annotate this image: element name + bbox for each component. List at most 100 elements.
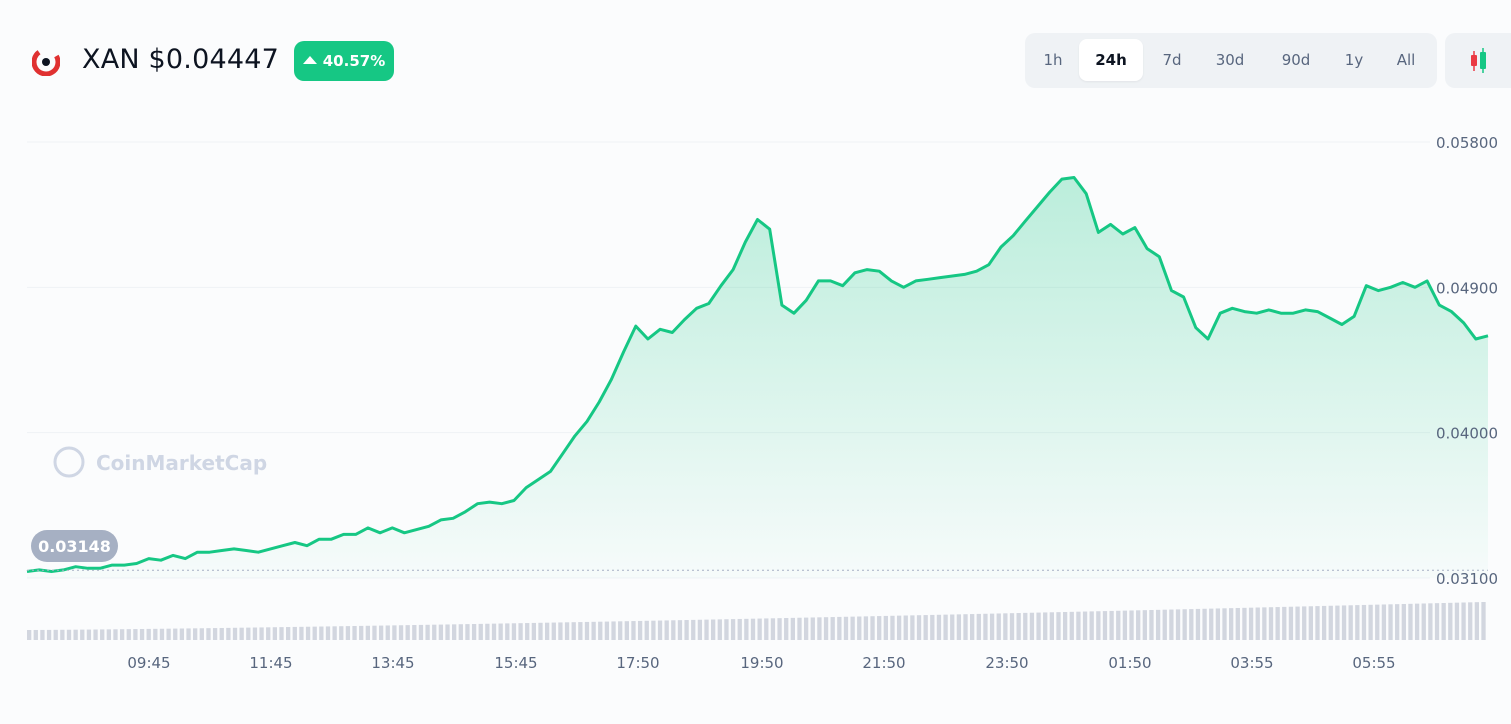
volume-bar: [139, 628, 145, 640]
volume-bar: [883, 615, 888, 640]
volume-bar: [1275, 607, 1280, 640]
volume-bar: [797, 617, 802, 640]
volume-bar: [119, 629, 125, 640]
volume-bar: [764, 618, 769, 640]
x-tick-label: 17:50: [616, 654, 659, 672]
volume-bar: [877, 616, 882, 640]
volume-bar: [790, 617, 796, 640]
volume-bar: [863, 616, 869, 640]
volume-bar: [1388, 604, 1393, 640]
volume-bar: [697, 619, 703, 640]
volume-bar: [691, 619, 696, 640]
volume-bar: [551, 622, 556, 640]
volume-bar: [471, 623, 477, 640]
volume-bar: [1348, 605, 1353, 640]
volume-bar: [578, 622, 583, 640]
volume-bar: [166, 628, 171, 640]
volume-bar: [1195, 608, 1201, 640]
volume-bar: [339, 626, 344, 640]
range-90d-button[interactable]: 90d: [1281, 51, 1311, 69]
x-tick-label: 21:50: [862, 654, 905, 672]
volume-bar: [717, 619, 722, 640]
volume-bar: [378, 625, 384, 640]
volume-bar: [1209, 608, 1214, 640]
volume-bar: [1129, 610, 1134, 640]
volume-bar: [279, 627, 284, 640]
volume-bar: [936, 614, 942, 640]
volume-bar: [1355, 605, 1360, 640]
volume-bar: [312, 626, 317, 640]
up-arrow-icon: [302, 56, 317, 64]
volume-bar: [644, 620, 649, 640]
volume-bar: [33, 629, 38, 640]
volume-bar: [1255, 607, 1260, 640]
volume-bar: [770, 618, 776, 640]
volume-bar: [113, 629, 118, 640]
watermark: CoinMarketCap: [53, 446, 267, 478]
price-line: [26, 176, 1489, 573]
volume-bar: [1109, 610, 1114, 640]
volume-bar: [239, 627, 244, 640]
range-24h-button[interactable]: 24h: [1079, 39, 1143, 81]
volume-bar: [1308, 606, 1313, 640]
volume-bar: [923, 615, 928, 640]
volume-bar: [857, 616, 862, 640]
volume-bar: [133, 629, 138, 640]
volume-bar: [976, 613, 981, 640]
volume-bar: [1295, 606, 1300, 640]
volume-bar: [970, 614, 975, 640]
volume-bar: [325, 626, 331, 640]
volume-bar: [438, 624, 444, 640]
volume-bar: [465, 624, 470, 640]
volume-bar: [1116, 610, 1121, 640]
volume-bar: [591, 621, 596, 640]
volume-bar: [1288, 606, 1294, 640]
volume-bar: [1082, 611, 1088, 640]
volume-bar: [398, 625, 404, 640]
volume-bar: [418, 624, 424, 640]
volume-bar: [452, 624, 457, 640]
volume-bar: [1461, 602, 1466, 640]
volume-bar: [1381, 604, 1387, 640]
x-tick-label: 09:45: [127, 654, 170, 672]
volume-bar: [657, 620, 663, 640]
volume-bar: [837, 616, 842, 640]
volume-bar: [491, 623, 497, 640]
volume-bar: [518, 623, 523, 640]
volume-bar: [153, 628, 158, 640]
volume-bar: [305, 626, 311, 640]
y-tick-label: 0.05800: [1436, 134, 1498, 152]
price-chart-svg[interactable]: CoinMarketCap 0.03148 0.05800 0.04900 0.04…: [0, 100, 1511, 720]
range-30d-button[interactable]: 30d: [1215, 51, 1245, 69]
volume-bar: [757, 618, 762, 640]
volume-bar: [199, 628, 204, 640]
volume-bar: [272, 627, 278, 640]
volume-bar: [671, 620, 676, 640]
open-price-tag-bg: [31, 530, 118, 562]
x-axis: 09:45 11:45 13:45 15:45 17:50 19:50 21:50 23:50…: [127, 654, 1395, 672]
volume-bar: [870, 616, 875, 640]
range-1y-button[interactable]: 1y: [1344, 51, 1364, 69]
volume-bar: [511, 623, 517, 640]
volume-bar: [372, 625, 377, 640]
range-1h-button[interactable]: 1h: [1043, 51, 1063, 69]
volume-bar: [1142, 610, 1147, 640]
volume-bar: [1222, 608, 1227, 640]
volume-bar: [943, 614, 948, 640]
volume-bar: [1016, 613, 1021, 640]
price-chart[interactable]: CoinMarketCap 0.03148 0.05800 0.04900 0.04…: [0, 100, 1511, 720]
volume-bar: [684, 620, 689, 640]
time-range-selector: 1h 24h 7d 30d 90d 1y All: [1025, 33, 1437, 88]
range-all-button[interactable]: All: [1396, 51, 1416, 69]
volume-bar: [246, 627, 251, 640]
volume-bar: [1341, 605, 1347, 640]
candlestick-toggle-button[interactable]: [1445, 33, 1511, 88]
range-7d-button[interactable]: 7d: [1162, 51, 1182, 69]
volume-bar: [1441, 602, 1446, 640]
volume-bar: [903, 615, 908, 640]
volume-bar: [252, 627, 258, 640]
y-axis: 0.05800 0.04900 0.04000 0.03100: [1436, 134, 1498, 588]
volume-bar: [40, 629, 45, 640]
volume-bar: [1136, 610, 1141, 640]
volume-bar: [432, 624, 437, 640]
